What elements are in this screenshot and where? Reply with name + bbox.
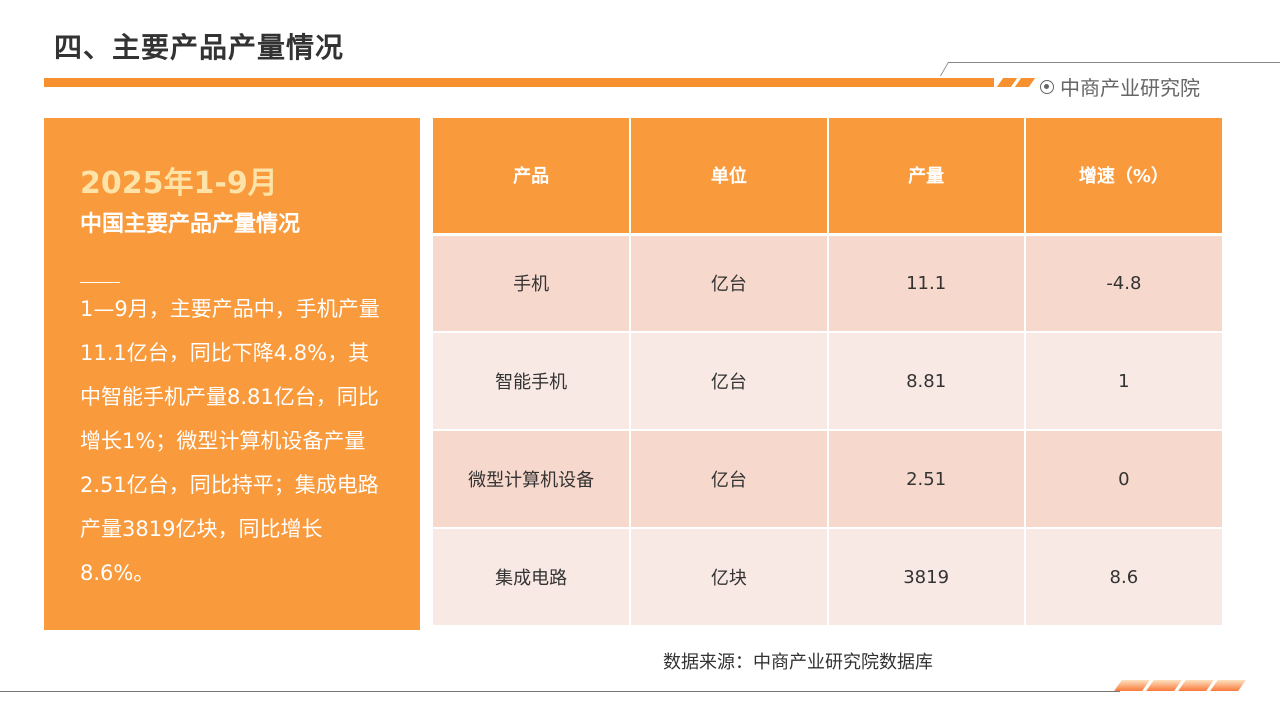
cell-product: 智能手机	[433, 332, 632, 431]
cell-growth: 0	[1024, 430, 1222, 529]
footer-divider	[0, 691, 1120, 692]
divider	[80, 282, 120, 283]
column-header: 产量	[827, 118, 1026, 236]
production-table: 产品 单位 产量 增速（%） 手机 亿台 11.1 -4.8 智能手机 亿台 8…	[433, 118, 1222, 627]
cell-unit: 亿台	[630, 234, 829, 333]
table-row: 集成电路 亿块 3819 8.6	[433, 528, 1222, 627]
cell-growth: 8.6	[1024, 528, 1222, 627]
header-accent-bar	[44, 78, 994, 87]
divider	[939, 62, 950, 76]
cell-product: 手机	[433, 234, 632, 333]
accent-stripe	[996, 78, 1018, 87]
footer-stripe	[1210, 680, 1246, 691]
page-title: 四、主要产品产量情况	[54, 31, 345, 64]
cell-product: 集成电路	[433, 528, 632, 627]
cell-output: 8.81	[827, 332, 1026, 431]
brand-name: 中商产业研究院	[1060, 76, 1200, 100]
summary-panel: 2025年1-9月 中国主要产品产量情况 1—9月，主要产品中，手机产量11.1…	[44, 118, 420, 630]
footer-stripe	[1114, 680, 1150, 691]
brand-logo: 中商产业研究院	[1040, 72, 1200, 101]
cell-output: 3819	[827, 528, 1026, 627]
table-row: 微型计算机设备 亿台 2.51 0	[433, 430, 1222, 529]
panel-body: 1—9月，主要产品中，手机产量11.1亿台，同比下降4.8%，其中智能手机产量8…	[80, 297, 380, 585]
cell-unit: 亿台	[630, 332, 829, 431]
table-row: 智能手机 亿台 8.81 1	[433, 332, 1222, 431]
cell-output: 2.51	[827, 430, 1026, 529]
footer-stripe	[1178, 680, 1214, 691]
panel-subtitle: 中国主要产品产量情况	[80, 212, 301, 237]
divider	[948, 62, 1280, 63]
cell-product: 微型计算机设备	[433, 430, 632, 529]
table-row: 手机 亿台 11.1 -4.8	[433, 234, 1222, 333]
column-header: 增速（%）	[1024, 118, 1222, 236]
cell-unit: 亿台	[630, 430, 829, 529]
panel-year: 2025年1-9月	[80, 166, 278, 201]
column-header: 产品	[433, 118, 632, 236]
footer-stripe	[1146, 680, 1182, 691]
data-source: 数据来源：中商产业研究院数据库	[663, 652, 933, 673]
cell-unit: 亿块	[630, 528, 829, 627]
accent-stripe	[1014, 78, 1036, 87]
column-header: 单位	[630, 118, 829, 236]
cell-output: 11.1	[827, 234, 1026, 333]
cell-growth: -4.8	[1024, 234, 1222, 333]
cell-growth: 1	[1024, 332, 1222, 431]
target-circle-icon	[1040, 79, 1054, 94]
